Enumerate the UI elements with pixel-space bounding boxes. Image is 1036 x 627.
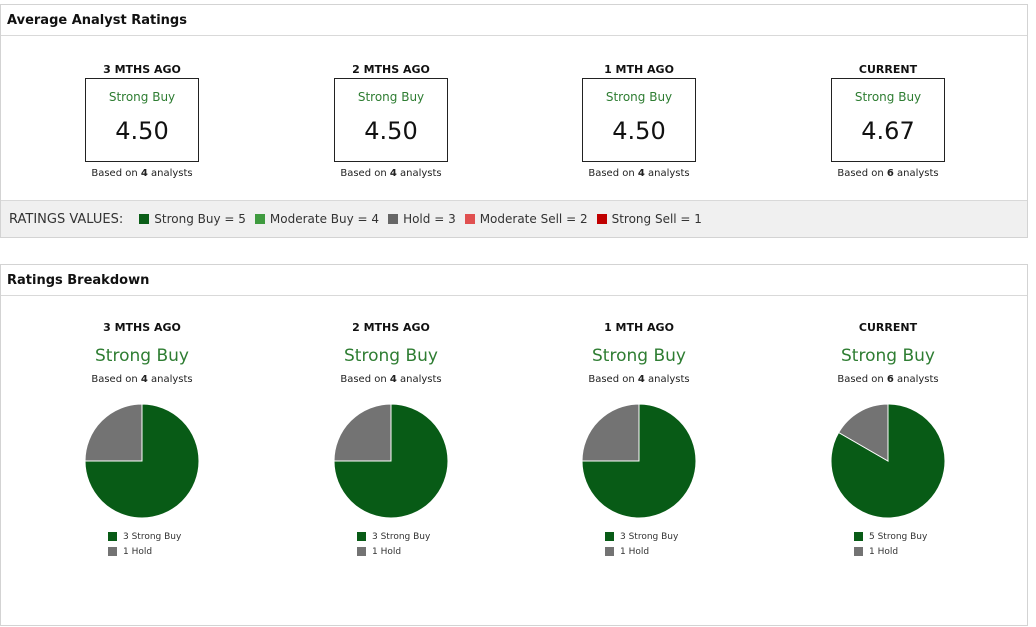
rating-box: Strong Buy 4.67: [831, 78, 945, 162]
pie-legend-item: 5 Strong Buy: [854, 529, 927, 544]
period-label: 2 MTHS AGO: [352, 321, 430, 334]
swatch-strong-buy: [139, 214, 150, 224]
rating-label: Strong Buy: [841, 346, 935, 366]
pie-legend: 3 Strong Buy 1 Hold: [108, 529, 181, 559]
pie-legend-swatch: [605, 532, 614, 541]
analyst-count-note: Based on 4 analysts: [340, 374, 442, 385]
rating-box: Strong Buy 4.50: [334, 78, 448, 162]
swatch-strong-sell: [596, 214, 607, 224]
analyst-count-note: Based on 4 analysts: [91, 168, 193, 179]
pie-legend-item: 3 Strong Buy: [605, 529, 678, 544]
avg-column-1mth: 1 MTH AGO Strong Buy 4.50 Based on 4 ana…: [529, 63, 749, 179]
pie-legend-item: 1 Hold: [357, 544, 430, 559]
pie-slice-hold: [837, 403, 889, 462]
avg-column-current: CURRENT Strong Buy 4.67 Based on 6 analy…: [778, 63, 998, 179]
average-ratings-title: Average Analyst Ratings: [7, 13, 187, 28]
pie-legend-item: 1 Hold: [605, 544, 678, 559]
analyst-count: 4: [140, 374, 148, 385]
ratings-pie-chart: [830, 403, 946, 519]
rating-score: 4.50: [364, 117, 418, 145]
legend-item-strong-sell: Strong Sell = 1: [596, 212, 702, 226]
legend-item-hold: Hold = 3: [388, 212, 456, 226]
analyst-count: 4: [389, 374, 397, 385]
pie-legend-swatch: [605, 547, 614, 556]
swatch-hold: [388, 214, 399, 224]
pie-legend-item: 1 Hold: [854, 544, 927, 559]
pie-slice-strong-buy: [333, 403, 449, 519]
rating-box: Strong Buy 4.50: [85, 78, 199, 162]
ratings-pie-chart: [84, 403, 200, 519]
legend-item-strong-buy: Strong Buy = 5: [139, 212, 246, 226]
analyst-count: 4: [140, 168, 148, 179]
rating-label: Strong Buy: [344, 346, 438, 366]
pie-legend: 3 Strong Buy 1 Hold: [605, 529, 678, 559]
analyst-count-note: Based on 4 analysts: [340, 168, 442, 179]
period-label: 3 MTHS AGO: [103, 63, 181, 76]
rating-label: Strong Buy: [592, 346, 686, 366]
pie-legend-swatch: [357, 547, 366, 556]
period-label: 3 MTHS AGO: [103, 321, 181, 334]
analyst-count-note: Based on 4 analysts: [91, 374, 193, 385]
pie-legend: 5 Strong Buy 1 Hold: [854, 529, 927, 559]
ratings-pie-chart: [581, 403, 697, 519]
pie-slice-hold: [333, 403, 392, 462]
pie-legend-item: 3 Strong Buy: [357, 529, 430, 544]
analyst-count-note: Based on 4 analysts: [588, 374, 690, 385]
legend-item-moderate-buy: Moderate Buy = 4: [254, 212, 379, 226]
avg-column-2mths: 2 MTHS AGO Strong Buy 4.50 Based on 4 an…: [281, 63, 501, 179]
analyst-count: 4: [637, 168, 645, 179]
period-label: 1 MTH AGO: [604, 321, 674, 334]
rating-label: Strong Buy: [108, 90, 176, 104]
rating-label: Strong Buy: [357, 90, 425, 104]
pie-slice-hold: [84, 403, 143, 462]
rating-label: Strong Buy: [605, 90, 673, 104]
ratings-values-legend: RATINGS VALUES: Strong Buy = 5 Moderate …: [1, 200, 1027, 237]
pie-legend-swatch: [108, 547, 117, 556]
period-label: 1 MTH AGO: [604, 63, 674, 76]
period-label: 2 MTHS AGO: [352, 63, 430, 76]
pie-slice-strong-buy: [84, 403, 200, 519]
breakdown-column-3mths: 3 MTHS AGO Strong Buy Based on 4 analyst…: [32, 321, 252, 385]
period-label: CURRENT: [858, 63, 918, 76]
rating-score: 4.67: [861, 117, 915, 145]
avg-column-3mths: 3 MTHS AGO Strong Buy 4.50 Based on 4 an…: [32, 63, 252, 179]
breakdown-column-current: CURRENT Strong Buy Based on 6 analysts: [778, 321, 998, 385]
breakdown-column-1mth: 1 MTH AGO Strong Buy Based on 4 analysts: [529, 321, 749, 385]
analyst-count: 6: [886, 168, 894, 179]
analyst-count-note: Based on 6 analysts: [837, 374, 939, 385]
pie-legend-item: 3 Strong Buy: [108, 529, 181, 544]
breakdown-column-2mths: 2 MTHS AGO Strong Buy Based on 4 analyst…: [281, 321, 501, 385]
pie-legend-swatch: [357, 532, 366, 541]
analyst-count-note: Based on 4 analysts: [588, 168, 690, 179]
rating-box: Strong Buy 4.50: [582, 78, 696, 162]
ratings-breakdown-panel: Ratings Breakdown 3 MTHS AGO Strong Buy …: [0, 264, 1028, 626]
swatch-moderate-sell: [464, 214, 475, 224]
analyst-count: 4: [637, 374, 645, 385]
panel-divider: [1, 295, 1027, 296]
rating-label: Strong Buy: [95, 346, 189, 366]
analyst-count-note: Based on 6 analysts: [837, 168, 939, 179]
analyst-count: 4: [389, 168, 397, 179]
rating-label: Strong Buy: [854, 90, 922, 104]
pie-legend-swatch: [108, 532, 117, 541]
pie-legend-item: 1 Hold: [108, 544, 181, 559]
legend-item-moderate-sell: Moderate Sell = 2: [464, 212, 588, 226]
pie-legend-swatch: [854, 532, 863, 541]
pie-slice-strong-buy: [581, 403, 697, 519]
ratings-values-title: RATINGS VALUES:: [9, 211, 124, 227]
ratings-breakdown-title: Ratings Breakdown: [7, 273, 150, 288]
analyst-count: 6: [886, 374, 894, 385]
pie-slice-hold: [581, 403, 640, 462]
pie-legend: 3 Strong Buy 1 Hold: [357, 529, 430, 559]
pie-legend-swatch: [854, 547, 863, 556]
period-label: CURRENT: [858, 321, 918, 334]
panel-divider: [1, 35, 1027, 36]
ratings-pie-chart: [333, 403, 449, 519]
rating-score: 4.50: [115, 117, 169, 145]
average-ratings-panel: Average Analyst Ratings 3 MTHS AGO Stron…: [0, 4, 1028, 238]
swatch-moderate-buy: [254, 214, 265, 224]
rating-score: 4.50: [612, 117, 666, 145]
